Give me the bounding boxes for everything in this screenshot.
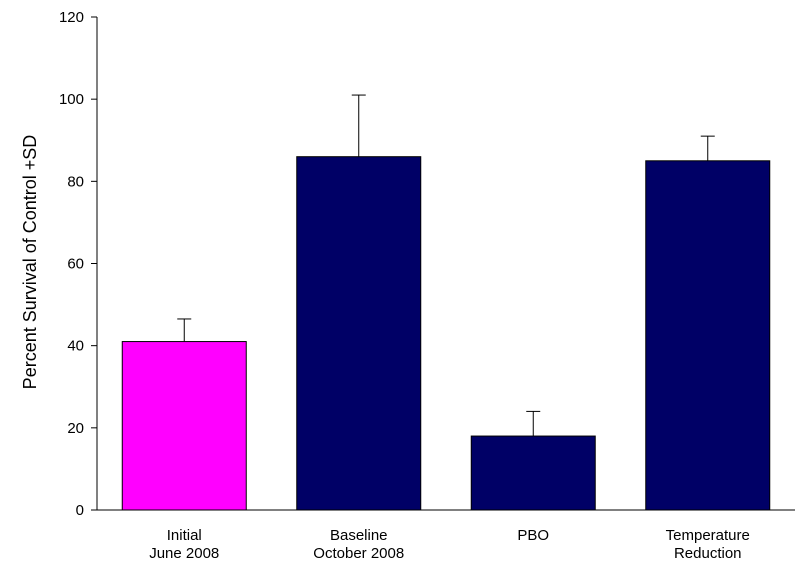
x-category-label: PBO [517, 527, 549, 544]
y-tick-label: 20 [67, 420, 84, 437]
bar [645, 160, 771, 511]
x-category-label: Initial [167, 527, 202, 544]
x-category-label: Baseline [330, 527, 388, 544]
y-tick-label: 60 [67, 256, 84, 273]
bar [296, 156, 422, 511]
x-category-label: Temperature [666, 527, 750, 544]
y-tick-label: 40 [67, 338, 84, 355]
y-tick-label: 80 [67, 173, 84, 190]
x-category-label: Reduction [674, 545, 742, 562]
y-tick-label: 120 [59, 9, 84, 26]
bar [121, 341, 247, 511]
bar [470, 435, 596, 511]
y-tick-label: 100 [59, 91, 84, 108]
y-tick-label: 0 [76, 502, 84, 519]
x-category-label: June 2008 [149, 545, 219, 562]
x-category-label: October 2008 [313, 545, 404, 562]
y-axis-title: Percent Survival of Control +SD [20, 135, 40, 390]
